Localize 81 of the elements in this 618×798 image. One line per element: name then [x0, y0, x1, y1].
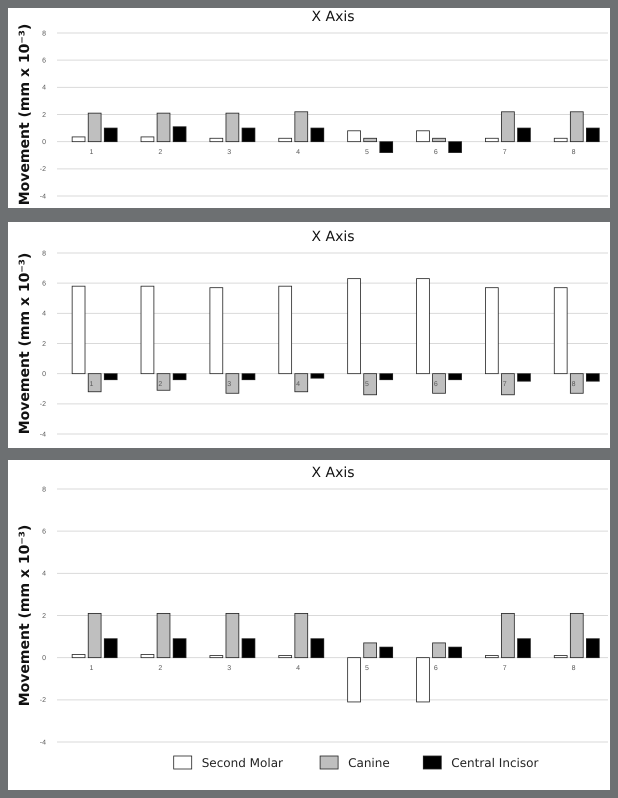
bar [432, 642, 446, 658]
bar [379, 373, 394, 380]
y-axis-title: Movement (mm x 10⁻³) [17, 24, 33, 206]
bar [104, 638, 118, 658]
bar [156, 112, 170, 142]
bar [432, 373, 446, 394]
bar [310, 373, 324, 379]
bar [363, 138, 377, 142]
bar [379, 141, 394, 153]
bar [242, 373, 256, 380]
bar [278, 286, 292, 374]
bar [310, 128, 324, 142]
bar [586, 638, 600, 658]
bar [104, 128, 118, 142]
bar [88, 373, 102, 392]
bar [140, 286, 154, 374]
bar [554, 287, 568, 374]
bar [347, 657, 361, 702]
bar [104, 373, 118, 380]
bar [72, 286, 86, 374]
bar [242, 638, 256, 658]
bar [432, 138, 446, 142]
bar [416, 130, 430, 142]
bar [570, 111, 584, 142]
bar [485, 655, 499, 658]
bar [501, 111, 515, 142]
bar [517, 128, 531, 142]
y-axis-title: Movement (mm x 10⁻³) [17, 252, 33, 434]
bar [210, 287, 224, 374]
bar [156, 612, 170, 658]
bar [363, 373, 377, 396]
bar [517, 638, 531, 658]
bar [88, 112, 102, 142]
bar [278, 655, 292, 658]
bar [501, 373, 515, 396]
bar [294, 612, 308, 658]
bar [554, 138, 568, 142]
bar [416, 657, 430, 702]
bar [210, 138, 224, 142]
bar [448, 141, 462, 153]
bar [210, 655, 224, 658]
bar [310, 638, 324, 658]
bar [88, 612, 102, 658]
bar [140, 136, 154, 142]
bar [278, 138, 292, 142]
bar [226, 373, 240, 394]
bar [485, 287, 499, 374]
bar [570, 612, 584, 658]
bar [156, 373, 170, 391]
bar [294, 373, 308, 392]
bar [379, 646, 394, 658]
chart-title: X Axis [311, 465, 355, 481]
bar [172, 126, 186, 142]
legend-label: Central Incisor [451, 756, 538, 770]
bar [586, 128, 600, 142]
bar [448, 646, 462, 658]
chart-title: X Axis [311, 9, 355, 25]
y-axis-title: Movement (mm x 10⁻³) [17, 524, 33, 706]
bar [347, 278, 361, 374]
bar [347, 130, 361, 142]
bar [570, 373, 584, 394]
bar [554, 655, 568, 658]
bar [363, 642, 377, 658]
legend-label: Canine [348, 756, 390, 770]
bar [485, 138, 499, 142]
bar [294, 111, 308, 142]
bar [586, 373, 600, 382]
bar [72, 136, 86, 142]
bar [172, 638, 186, 658]
bar [72, 654, 86, 658]
chart-title: X Axis [311, 229, 355, 245]
legend-label: Second Molar [202, 756, 284, 770]
bar [140, 654, 154, 658]
bar [172, 373, 186, 380]
bar [226, 612, 240, 658]
bar [242, 128, 256, 142]
bar [226, 112, 240, 142]
bar [448, 373, 462, 380]
bar [416, 278, 430, 374]
bar [501, 612, 515, 658]
bar [517, 373, 531, 382]
